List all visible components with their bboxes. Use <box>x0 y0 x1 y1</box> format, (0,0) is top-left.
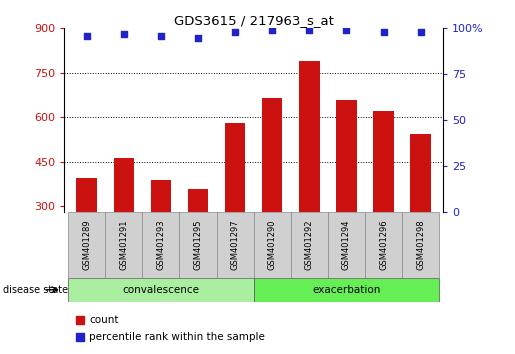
Bar <box>105 212 142 278</box>
Text: GSM401291: GSM401291 <box>119 220 128 270</box>
Point <box>119 31 128 37</box>
Point <box>82 33 91 39</box>
Bar <box>402 212 439 278</box>
Bar <box>68 278 253 302</box>
Bar <box>262 98 282 296</box>
Bar <box>76 178 97 296</box>
Point <box>305 27 314 33</box>
Text: percentile rank within the sample: percentile rank within the sample <box>90 332 265 342</box>
Text: GSM401298: GSM401298 <box>416 220 425 270</box>
Bar <box>188 189 208 296</box>
Text: GSM401293: GSM401293 <box>157 220 165 270</box>
Bar <box>365 212 402 278</box>
Point <box>268 27 277 33</box>
Bar <box>142 212 179 278</box>
Bar <box>216 212 253 278</box>
Point <box>342 27 351 33</box>
Point <box>417 29 425 35</box>
Bar <box>151 180 171 296</box>
Text: GSM401290: GSM401290 <box>268 220 277 270</box>
Bar <box>253 278 439 302</box>
Bar <box>410 134 431 296</box>
Text: exacerbation: exacerbation <box>312 285 381 295</box>
Point <box>231 29 239 35</box>
Bar <box>328 212 365 278</box>
Text: count: count <box>90 315 119 325</box>
Title: GDS3615 / 217963_s_at: GDS3615 / 217963_s_at <box>174 14 334 27</box>
Bar <box>253 212 291 278</box>
Text: GSM401289: GSM401289 <box>82 220 91 270</box>
Point <box>157 33 165 39</box>
Text: GSM401296: GSM401296 <box>379 220 388 270</box>
Text: GSM401294: GSM401294 <box>342 220 351 270</box>
Bar <box>225 123 245 296</box>
Bar <box>291 212 328 278</box>
Text: convalescence: convalescence <box>123 285 199 295</box>
Bar <box>113 158 134 296</box>
Point <box>76 317 84 322</box>
Bar <box>336 99 356 296</box>
Text: GSM401292: GSM401292 <box>305 220 314 270</box>
Bar <box>373 112 394 296</box>
Bar <box>68 212 105 278</box>
Text: GSM401297: GSM401297 <box>231 220 239 270</box>
Bar <box>299 61 319 296</box>
Text: disease state: disease state <box>3 285 67 295</box>
Point <box>380 29 388 35</box>
Point <box>194 35 202 40</box>
Bar <box>179 212 216 278</box>
Text: GSM401295: GSM401295 <box>194 220 202 270</box>
Point <box>76 335 84 340</box>
